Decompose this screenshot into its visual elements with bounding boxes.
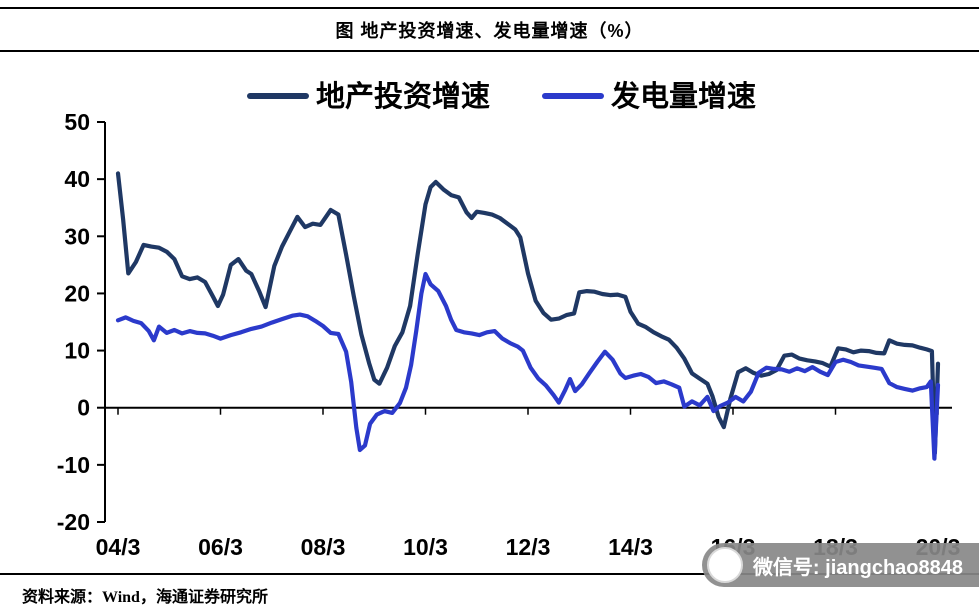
x-axis-label: 06/3 <box>198 534 243 560</box>
y-axis-label: -10 <box>57 452 90 478</box>
x-axis-label: 04/3 <box>96 534 141 560</box>
y-axis-label: 30 <box>64 223 90 249</box>
x-axis-label: 08/3 <box>301 534 346 560</box>
investment-growth-line <box>115 171 941 455</box>
wechat-watermark: 微信号: jiangchao8848 <box>701 543 979 587</box>
x-axis-label: 14/3 <box>608 534 653 560</box>
chart-header: 图 地产投资增速、发电量增速（%） <box>0 7 979 52</box>
legend-label: 发电量增速 <box>610 80 756 113</box>
y-axis-label: 20 <box>64 280 90 306</box>
source-text: 资料来源：Wind，海通证券研究所 <box>22 589 268 605</box>
y-axis-label: 0 <box>77 395 90 421</box>
wechat-logo-icon <box>706 547 743 583</box>
x-axis-label: 10/3 <box>403 534 448 560</box>
y-axis-label: -20 <box>57 509 90 535</box>
source-footer: 资料来源：Wind，海通证券研究所 <box>0 573 979 605</box>
watermark-text: 微信号: jiangchao8848 <box>752 556 963 579</box>
x-axis-label: 12/3 <box>506 534 551 560</box>
y-axis-label: 10 <box>64 338 90 364</box>
legend-label: 地产投资增速 <box>316 80 490 113</box>
y-axis-label: 40 <box>64 166 90 192</box>
power-generation-line <box>115 271 941 461</box>
chart-title: 图 地产投资增速、发电量增速（%） <box>335 21 644 41</box>
y-axis-label: 50 <box>64 109 90 135</box>
